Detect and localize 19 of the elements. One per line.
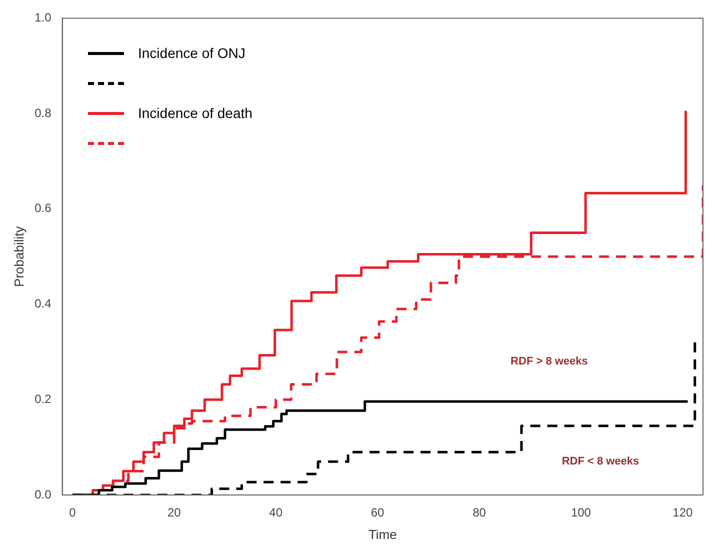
legend-label: Incidence of death (138, 105, 252, 121)
y-axis-title: Probability (11, 226, 26, 287)
y-tick-label: 0.8 (34, 106, 52, 120)
x-tick-label: 40 (269, 506, 283, 520)
y-tick-label: 1.0 (34, 10, 52, 25)
x-axis-title: Time (368, 526, 397, 542)
x-tick-label: 80 (472, 506, 486, 520)
legend-label: Incidence of ONJ (138, 45, 246, 61)
y-tick-label: 0.4 (34, 296, 52, 311)
x-tick-label: 60 (370, 506, 385, 520)
y-tick-label: 0.2 (34, 392, 52, 406)
y-tick-label: 0.0 (34, 487, 52, 502)
x-tick-label: 100 (570, 506, 592, 520)
annotation: RDF > 8 weeks (510, 356, 588, 368)
x-tick-label: 0 (69, 506, 76, 520)
x-tick-label: 120 (672, 506, 693, 520)
x-tick-label: 20 (167, 506, 182, 520)
annotation: RDF < 8 weeks (562, 456, 640, 468)
y-tick-label: 0.6 (34, 201, 52, 216)
